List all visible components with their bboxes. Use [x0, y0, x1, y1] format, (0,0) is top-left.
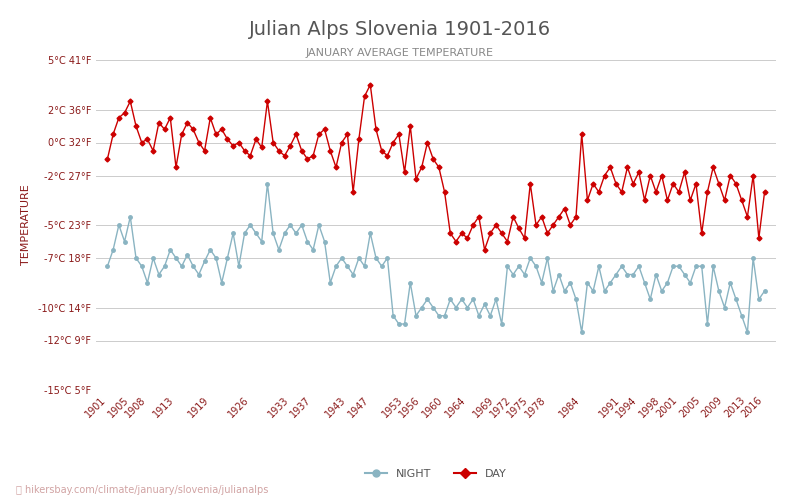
Text: 📍 hikersbay.com/climate/january/slovenia/julianalps: 📍 hikersbay.com/climate/january/slovenia…	[16, 485, 268, 495]
Text: Julian Alps Slovenia 1901-2016: Julian Alps Slovenia 1901-2016	[249, 20, 551, 39]
Text: JANUARY AVERAGE TEMPERATURE: JANUARY AVERAGE TEMPERATURE	[306, 48, 494, 58]
Y-axis label: TEMPERATURE: TEMPERATURE	[21, 184, 31, 266]
Legend: NIGHT, DAY: NIGHT, DAY	[361, 464, 511, 483]
